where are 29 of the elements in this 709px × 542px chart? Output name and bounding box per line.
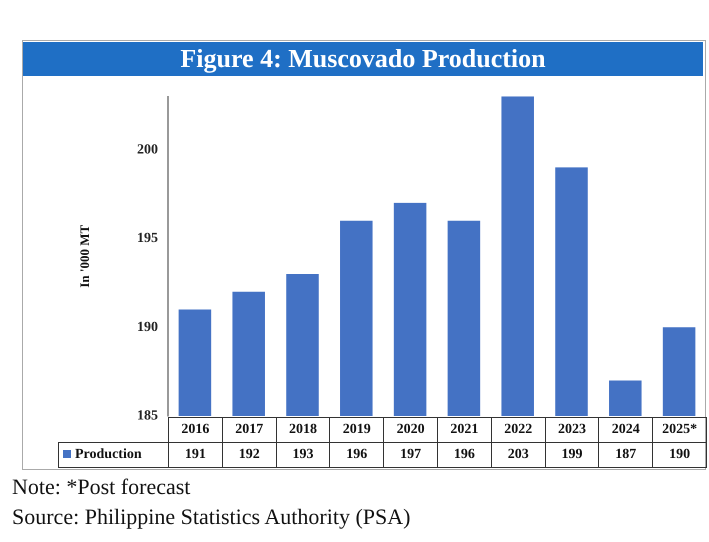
data-label: 203: [490, 442, 546, 468]
y-tick-label: 185: [137, 408, 158, 424]
x-tick-label: 2020: [383, 417, 438, 443]
x-tick-label: 2016: [168, 417, 223, 443]
x-tick-label: 2025*: [652, 417, 707, 443]
data-label: 196: [437, 442, 492, 468]
legend-label: Production: [74, 447, 142, 463]
x-tick-label: 2017: [222, 417, 277, 443]
data-label: 191: [168, 442, 223, 468]
y-tick-label: 190: [137, 320, 158, 335]
y-axis-title: In '000 MT: [77, 224, 92, 288]
x-tick-label: 2019: [329, 417, 384, 443]
y-tick-label: 195: [137, 231, 158, 246]
x-tick-label: 2018: [276, 417, 330, 443]
data-label: 199: [544, 442, 600, 468]
data-label: 192: [222, 442, 277, 468]
chart-title: Figure 4: Muscovado Production: [23, 42, 703, 76]
x-tick-label: 2024: [598, 417, 654, 443]
x-tick-label: 2021: [437, 417, 492, 443]
y-tick-label: 200: [137, 142, 158, 158]
x-tick-label: 2023: [544, 417, 600, 443]
source-note: Source: Philippine Statistics Authority (PSA): [12, 504, 410, 530]
data-label: 196: [329, 442, 384, 468]
text: Note: *Post forecast: [12, 474, 190, 500]
data-label: 187: [598, 442, 654, 468]
data-label: 197: [383, 442, 438, 468]
x-tick-label: 2022: [490, 417, 546, 443]
data-label: 190: [652, 442, 707, 468]
data-label: 193: [276, 442, 330, 468]
